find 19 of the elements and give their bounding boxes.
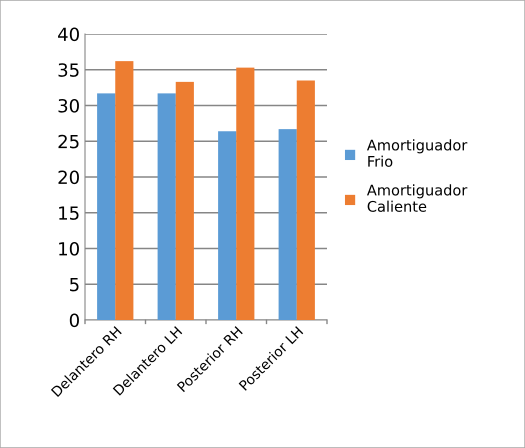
y-tick-label: 30: [58, 98, 79, 113]
bar: [176, 82, 194, 320]
y-tick-label: 5: [70, 278, 79, 292]
y-tick-label: 40: [58, 27, 79, 42]
bar: [278, 129, 297, 320]
bar: [218, 131, 236, 320]
bar: [97, 93, 116, 320]
bar: [236, 68, 254, 320]
y-tick-label: 20: [58, 170, 79, 184]
y-tick-label: 10: [59, 242, 79, 256]
y-tick-label: 15: [59, 206, 79, 220]
bar: [296, 80, 315, 320]
bar: [158, 93, 176, 320]
legend-label: Amortiguador Caliente: [366, 184, 468, 212]
bar: [115, 61, 134, 320]
legend-label: Amortiguador Frio: [366, 139, 468, 167]
y-tick-label: 0: [70, 313, 79, 328]
y-tick-label: 25: [58, 134, 79, 148]
y-tick-label: 35: [58, 63, 79, 77]
